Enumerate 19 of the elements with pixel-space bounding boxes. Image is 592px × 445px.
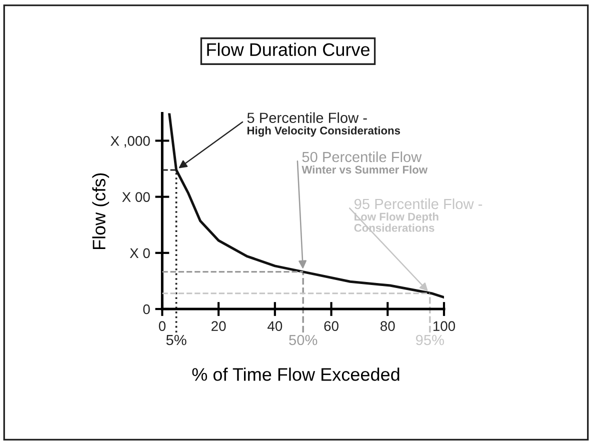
x-tick-label: 40 — [268, 321, 282, 332]
x-tick-label: 100 — [433, 321, 456, 332]
ref-line-label: 50% — [289, 334, 318, 346]
annotation: 95 Percentile Flow - Low Flow Depth Considerations — [354, 198, 482, 232]
x-tick-label: 60 — [324, 321, 338, 332]
y-axis-title: Flow (cfs) — [92, 173, 110, 250]
text: X 0 — [130, 248, 150, 258]
x-tick-label: 0 — [158, 321, 166, 332]
annotation: 5 Percentile Flow - High Velocity Considerations — [247, 112, 400, 137]
text: 0 — [143, 304, 150, 314]
x-tick-label: 80 — [380, 321, 395, 332]
annotation: 50 Percentile Flow Winter vs Summer Flow — [302, 151, 428, 174]
x-axis-title: % of Time Flow Exceeded — [192, 368, 400, 381]
x-tick-label: 20 — [212, 321, 226, 332]
ref-line-label: 95% — [416, 334, 444, 346]
text: X ,000 — [110, 136, 150, 148]
ref-line-label: 5% — [166, 334, 186, 346]
text: X 00 — [122, 192, 150, 202]
chart-title: Flow Duration Curve — [207, 42, 370, 56]
